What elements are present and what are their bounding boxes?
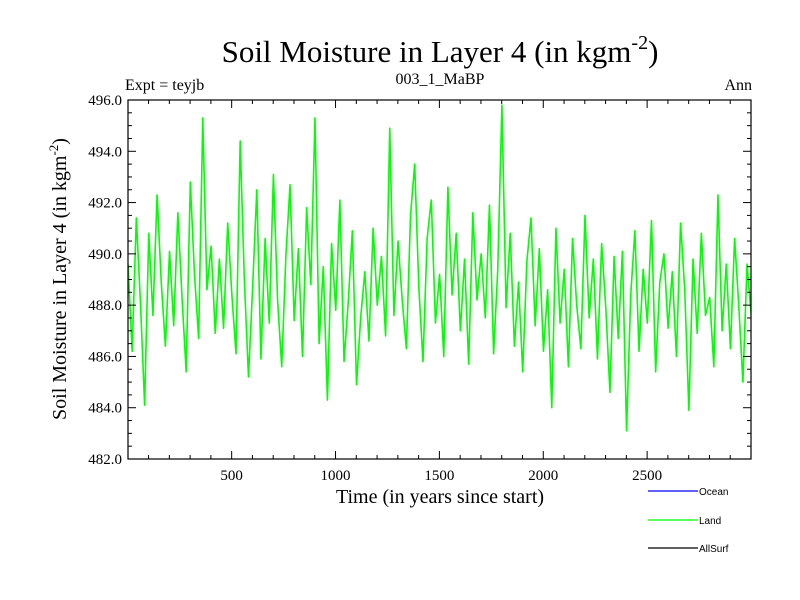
- legend-label-ocean: Ocean: [699, 487, 728, 498]
- x-tick-label: 2000: [528, 468, 558, 484]
- series-layer: [128, 104, 751, 432]
- y-tick-label: 484.0: [88, 401, 122, 417]
- y-tick-label: 486.0: [88, 349, 122, 365]
- y-axis-title-main: Soil Moisture in Layer 4 (in kgm: [49, 155, 71, 420]
- y-axis-title-close: ): [49, 138, 71, 145]
- chart-title-main: Soil Moisture in Layer 4 (in kgm: [222, 34, 632, 69]
- chart-title: Soil Moisture in Layer 4 (in kgm-2): [222, 32, 659, 69]
- chart-title-sup: -2: [631, 32, 648, 54]
- x-axis: 500 1000 1500 2000 2500: [148, 100, 731, 484]
- legend: Ocean Land AllSurf: [648, 487, 729, 555]
- x-tick-label: 1500: [424, 468, 454, 484]
- y-tick-label: 496.0: [88, 93, 122, 109]
- legend-label-land: Land: [699, 516, 721, 527]
- series-line-land: [128, 104, 751, 432]
- y-tick-label: 494.0: [88, 144, 122, 160]
- x-tick-label: 2500: [632, 468, 662, 484]
- season-label: Ann: [724, 77, 752, 94]
- chart-title-close: ): [648, 34, 658, 69]
- y-axis-title: Soil Moisture in Layer 4 (in kgm-2): [46, 138, 71, 420]
- period-label: 003_1_MaBP: [396, 71, 485, 88]
- x-tick-label: 1000: [321, 468, 351, 484]
- x-axis-title: Time (in years since start): [336, 486, 544, 508]
- y-tick-label: 490.0: [88, 247, 122, 263]
- x-tick-label: 500: [220, 468, 243, 484]
- experiment-label: Expt = teyjb: [125, 77, 204, 94]
- y-tick-label: 492.0: [88, 196, 122, 212]
- y-tick-label: 482.0: [88, 452, 122, 468]
- legend-label-allsurf: AllSurf: [699, 544, 729, 555]
- y-axis-title-sup: -2: [46, 145, 61, 156]
- y-axis: 482.0 484.0 486.0 488.0 490.0 492.0 494.0 496.0: [88, 93, 751, 468]
- y-tick-label: 488.0: [88, 298, 122, 314]
